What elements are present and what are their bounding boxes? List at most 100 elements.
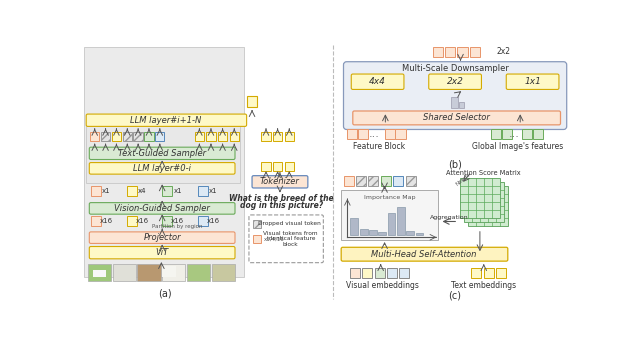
Text: Importance Map: Importance Map bbox=[364, 195, 415, 200]
Text: (a): (a) bbox=[159, 288, 172, 298]
Bar bbox=[470, 47, 480, 57]
Bar bbox=[348, 130, 358, 139]
Text: dog in this picture?: dog in this picture? bbox=[240, 201, 323, 210]
Bar bbox=[381, 176, 391, 186]
Bar bbox=[162, 187, 172, 196]
Bar bbox=[399, 268, 410, 278]
Text: Vision-Guided Sampler: Vision-Guided Sampler bbox=[114, 204, 210, 213]
Bar bbox=[261, 162, 271, 171]
Bar bbox=[218, 132, 227, 141]
Bar bbox=[162, 217, 172, 226]
Bar bbox=[374, 268, 385, 278]
FancyBboxPatch shape bbox=[341, 247, 508, 261]
Bar bbox=[127, 217, 136, 226]
Bar bbox=[378, 232, 386, 235]
Bar bbox=[472, 268, 481, 278]
Bar bbox=[162, 266, 176, 277]
Bar bbox=[467, 186, 508, 226]
Bar bbox=[445, 47, 455, 57]
Bar bbox=[451, 97, 458, 108]
Bar bbox=[198, 217, 208, 226]
Bar bbox=[155, 132, 164, 141]
Bar bbox=[362, 268, 372, 278]
FancyBboxPatch shape bbox=[351, 74, 404, 89]
Text: x16: x16 bbox=[136, 219, 148, 224]
Bar bbox=[88, 264, 111, 281]
Text: Needs: Needs bbox=[456, 172, 472, 187]
Bar bbox=[532, 130, 543, 139]
Text: x1,4,16: x1,4,16 bbox=[264, 237, 284, 242]
Text: 2x2: 2x2 bbox=[496, 47, 510, 56]
Text: Text-Guided Sampler: Text-Guided Sampler bbox=[118, 149, 206, 158]
Bar bbox=[246, 97, 257, 107]
FancyBboxPatch shape bbox=[353, 111, 561, 125]
Bar bbox=[112, 132, 121, 141]
FancyBboxPatch shape bbox=[90, 247, 235, 259]
Text: x16: x16 bbox=[207, 219, 220, 224]
Bar bbox=[273, 132, 282, 141]
Text: Global Image's features: Global Image's features bbox=[472, 142, 563, 151]
Bar bbox=[344, 176, 353, 186]
Bar bbox=[86, 125, 241, 183]
Bar bbox=[230, 132, 239, 141]
Bar bbox=[90, 132, 99, 141]
Bar bbox=[393, 176, 403, 186]
Text: x16: x16 bbox=[100, 219, 113, 224]
Bar bbox=[396, 130, 406, 139]
Bar bbox=[463, 182, 504, 222]
Bar bbox=[341, 190, 438, 240]
FancyBboxPatch shape bbox=[90, 147, 235, 160]
Text: 4x4: 4x4 bbox=[369, 77, 386, 86]
Bar bbox=[369, 230, 377, 235]
FancyBboxPatch shape bbox=[344, 62, 566, 130]
Bar bbox=[187, 264, 210, 281]
Text: LLM layer#0-i: LLM layer#0-i bbox=[133, 164, 191, 173]
Bar bbox=[101, 132, 110, 141]
Bar bbox=[415, 233, 423, 235]
FancyBboxPatch shape bbox=[90, 232, 235, 243]
Text: LLM layer#i+1-N: LLM layer#i+1-N bbox=[131, 116, 202, 125]
Text: Shared Selector: Shared Selector bbox=[423, 114, 490, 122]
Bar bbox=[496, 268, 506, 278]
Bar bbox=[261, 132, 271, 141]
Text: (b): (b) bbox=[448, 159, 462, 169]
FancyBboxPatch shape bbox=[90, 163, 235, 174]
Bar bbox=[484, 268, 494, 278]
Text: x16: x16 bbox=[171, 219, 184, 224]
Bar bbox=[285, 162, 294, 171]
Text: Multi-Head Self-Attention: Multi-Head Self-Attention bbox=[371, 250, 477, 259]
Bar bbox=[198, 187, 208, 196]
Text: Projector: Projector bbox=[143, 233, 181, 242]
Bar bbox=[460, 178, 500, 218]
Bar bbox=[134, 132, 143, 141]
Bar bbox=[388, 213, 396, 235]
Bar bbox=[358, 130, 368, 139]
FancyBboxPatch shape bbox=[86, 114, 246, 127]
Bar bbox=[458, 47, 467, 57]
Text: x1: x1 bbox=[173, 189, 182, 194]
Text: What is the breed of the: What is the breed of the bbox=[229, 194, 334, 203]
Bar bbox=[433, 47, 443, 57]
Text: Partition by region: Partition by region bbox=[152, 224, 203, 229]
Bar bbox=[285, 132, 294, 141]
Text: ViT: ViT bbox=[156, 248, 169, 257]
Text: Visual tokens from
identical feature
block: Visual tokens from identical feature blo… bbox=[264, 231, 318, 247]
Bar bbox=[397, 207, 404, 235]
Bar bbox=[212, 264, 235, 281]
Bar bbox=[113, 264, 136, 281]
Text: Dropped visual token: Dropped visual token bbox=[258, 221, 321, 226]
Bar bbox=[273, 162, 282, 171]
Text: Aggregation: Aggregation bbox=[429, 215, 468, 220]
Text: Multi-Scale Downsampler: Multi-Scale Downsampler bbox=[402, 64, 509, 73]
Bar bbox=[368, 176, 378, 186]
Bar bbox=[349, 268, 360, 278]
Bar bbox=[385, 130, 395, 139]
Bar bbox=[145, 132, 154, 141]
FancyBboxPatch shape bbox=[90, 203, 235, 214]
Bar bbox=[356, 176, 366, 186]
Bar bbox=[351, 218, 358, 235]
Bar bbox=[206, 132, 216, 141]
Bar bbox=[91, 187, 101, 196]
Text: Feature Block: Feature Block bbox=[353, 142, 405, 151]
Text: Attention Score Matrix: Attention Score Matrix bbox=[447, 169, 521, 176]
